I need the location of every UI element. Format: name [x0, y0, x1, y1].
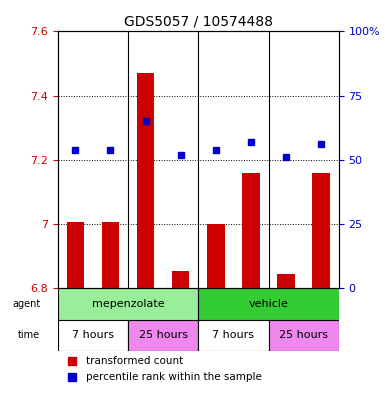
- Text: 7 hours: 7 hours: [72, 330, 114, 340]
- Bar: [313, 173, 330, 288]
- FancyBboxPatch shape: [198, 288, 339, 320]
- Title: GDS5057 / 10574488: GDS5057 / 10574488: [124, 15, 273, 29]
- Bar: [277, 274, 295, 288]
- FancyBboxPatch shape: [269, 320, 339, 351]
- FancyBboxPatch shape: [58, 288, 198, 320]
- Bar: [67, 222, 84, 288]
- Text: agent: agent: [12, 299, 40, 309]
- Text: transformed count: transformed count: [86, 356, 183, 366]
- Text: vehicle: vehicle: [249, 299, 288, 309]
- Bar: [242, 173, 260, 288]
- Bar: [207, 224, 224, 288]
- Text: 25 hours: 25 hours: [279, 330, 328, 340]
- Text: 7 hours: 7 hours: [213, 330, 254, 340]
- FancyBboxPatch shape: [128, 320, 198, 351]
- Text: mepenzolate: mepenzolate: [92, 299, 164, 309]
- FancyBboxPatch shape: [58, 320, 128, 351]
- Bar: [172, 270, 189, 288]
- FancyBboxPatch shape: [198, 320, 269, 351]
- Text: time: time: [18, 330, 40, 340]
- Bar: [137, 73, 154, 288]
- Bar: [102, 222, 119, 288]
- Text: percentile rank within the sample: percentile rank within the sample: [86, 372, 262, 382]
- Text: 25 hours: 25 hours: [139, 330, 187, 340]
